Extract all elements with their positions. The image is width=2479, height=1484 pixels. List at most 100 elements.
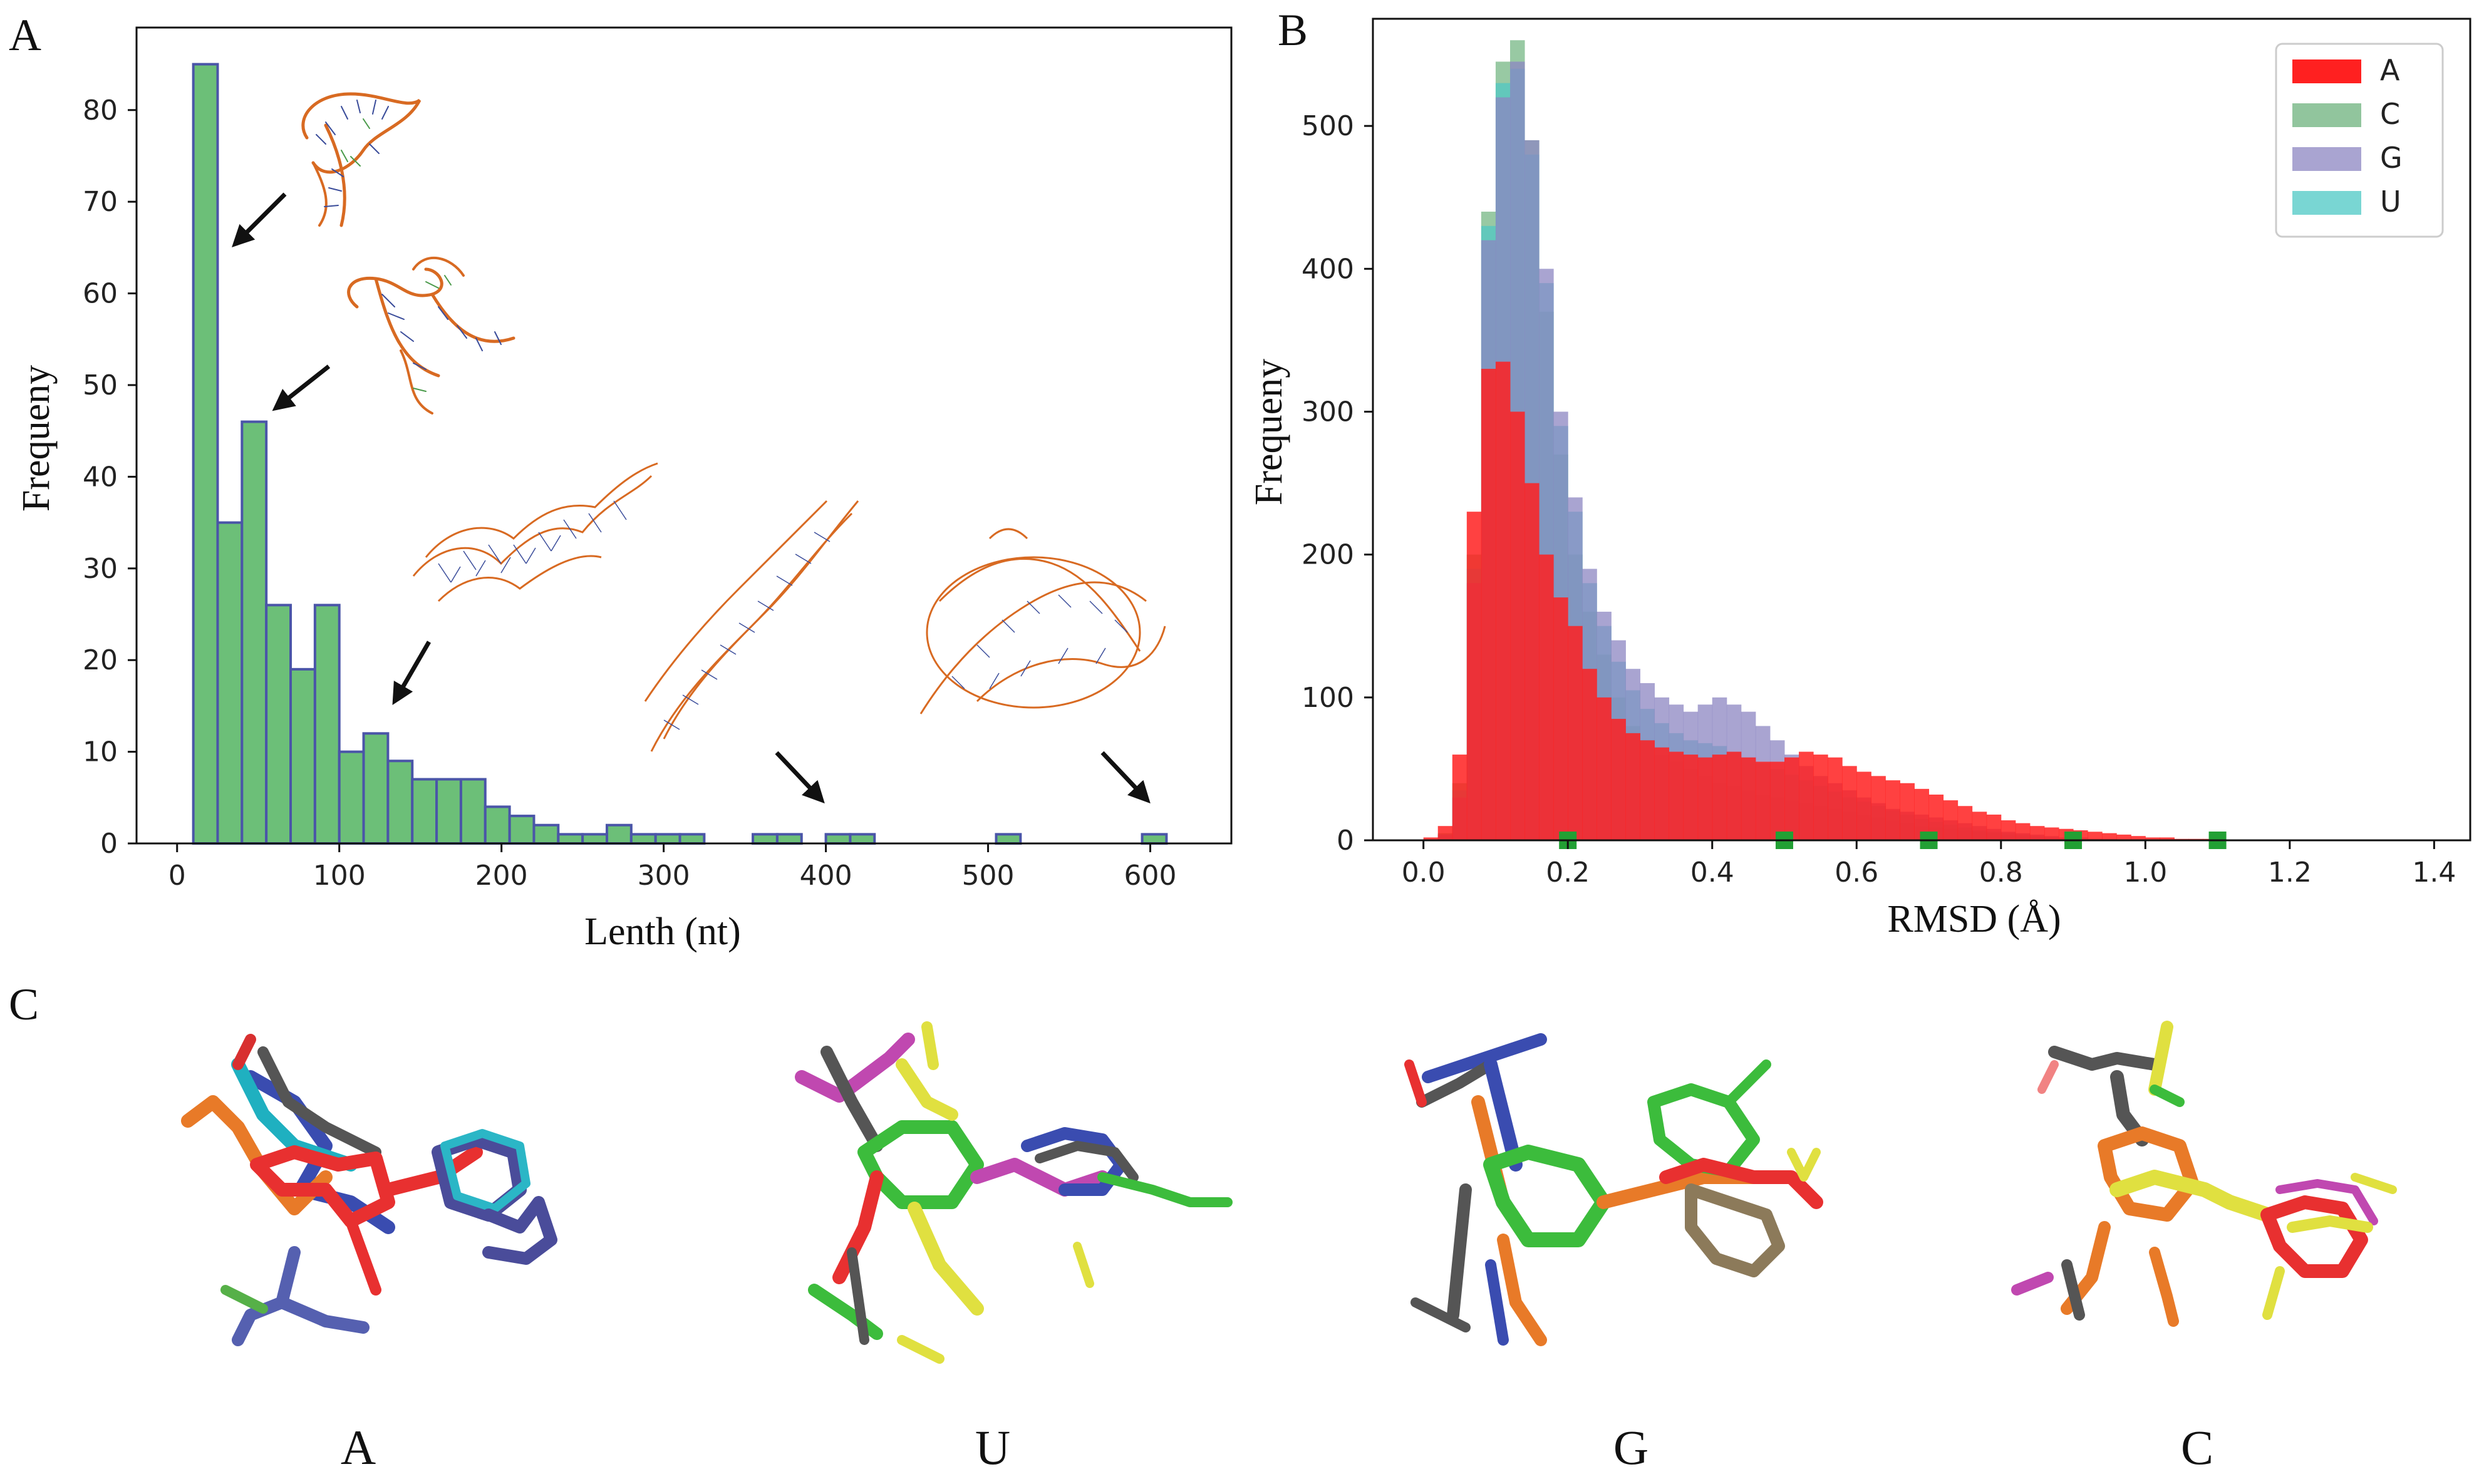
rna-structure-large-icon	[412, 462, 658, 602]
x-tick-label: 1.4	[2412, 857, 2456, 889]
histogram-bar-a	[2160, 837, 2175, 840]
arrow-icon	[392, 641, 432, 706]
histogram-bar-a	[2000, 820, 2016, 840]
histogram-bar	[581, 833, 608, 845]
plot-frame	[1372, 18, 2471, 842]
histogram-bar-a	[1466, 512, 1482, 840]
histogram-bar-a	[1914, 788, 1930, 840]
panel-c-label-g: G	[1613, 1420, 1648, 1475]
histogram-bar-a	[1726, 751, 1742, 840]
histogram-bar-a	[2044, 827, 2059, 840]
x-tick-label: 600	[1124, 860, 1177, 892]
legend-box	[2275, 43, 2444, 238]
histogram-bar	[654, 833, 681, 845]
x-tick-label: 100	[313, 860, 366, 892]
histogram-bar	[338, 750, 365, 845]
histogram-bar-a	[1597, 697, 1612, 840]
histogram-bar-a	[1654, 747, 1670, 840]
histogram-bar-a	[2145, 837, 2160, 840]
histogram-bar-a	[1769, 761, 1785, 840]
rna-structure-medium-icon	[347, 257, 515, 415]
nucleotide-u-structure-icon	[795, 1021, 1233, 1364]
y-tick-label: 50	[83, 369, 118, 401]
panel-c-label-a: A	[341, 1420, 376, 1475]
histogram-bar-a	[2131, 836, 2146, 840]
arrow-icon	[272, 364, 331, 411]
y-tick-label: 80	[83, 95, 118, 126]
histogram-bar-a	[1885, 780, 1900, 840]
legend-swatch-c	[2292, 103, 2361, 127]
histogram-bar-a	[1799, 751, 1814, 840]
histogram-bar	[849, 833, 876, 845]
histogram-bar-a	[1640, 740, 1655, 840]
panel-label-a: A	[9, 10, 41, 60]
panel-a-xlabel: Lenth (nt)	[584, 910, 741, 953]
histogram-bar-a	[1539, 554, 1554, 840]
panel-b-chart: 0.0 0.2 0.4 0.6 0.8 1.0 1.2 1.4 0 100 200 300 400 500…	[1248, 18, 2471, 940]
histogram-bar-a	[1986, 814, 2002, 840]
histogram-bar-a	[1928, 794, 1944, 840]
histogram-bar-a	[1611, 719, 1626, 840]
panel-c-label-u: U	[975, 1420, 1010, 1475]
legend-swatch-a	[2292, 59, 2361, 83]
histogram-bar	[241, 420, 268, 845]
histogram-bar	[386, 760, 414, 845]
legend-label-c: C	[2380, 97, 2400, 131]
legend-label-a: A	[2380, 53, 2400, 87]
nucleotide-g-structure-icon	[1404, 1033, 1823, 1346]
x-tick-label: 0	[168, 860, 186, 892]
panel-b-legend: A C G U	[2275, 43, 2444, 238]
y-tick-label: 70	[83, 186, 118, 218]
histogram-bar-a	[1871, 776, 1886, 840]
legend-swatch-g	[2292, 147, 2361, 171]
x-tick-label: 500	[962, 860, 1015, 892]
histogram-bar	[192, 63, 219, 845]
histogram-bar-a	[1755, 761, 1771, 840]
histogram-bar-a	[1452, 755, 1467, 840]
histogram-bar	[629, 833, 657, 845]
histogram-bar	[216, 521, 244, 845]
histogram-bar-a	[1712, 755, 1727, 840]
x-tick-label: 200	[475, 860, 528, 892]
histogram-bar-a	[1828, 757, 1843, 840]
x-tick-label: 300	[638, 860, 690, 892]
y-tick-label: 200	[1302, 539, 1354, 571]
y-tick-label: 20	[83, 644, 118, 676]
histogram-bar-a	[1784, 757, 1799, 840]
x-tick-label: 400	[800, 860, 852, 892]
histogram-bar-a	[1568, 626, 1583, 840]
legend-label-g: G	[2380, 141, 2403, 175]
y-tick-label: 40	[83, 461, 118, 493]
histogram-bar-a	[1972, 812, 1987, 840]
rna-structure-xlarge-icon	[644, 500, 859, 752]
panel-a-arrows	[232, 192, 1151, 804]
panel-a-axes: 0 100 200 300 400 500 600 0 10 20 30 40 50 60 70 80	[83, 26, 1233, 892]
plot-frame	[135, 26, 1233, 845]
histogram-bar-a	[1423, 837, 1439, 840]
series-a	[1423, 361, 2218, 840]
y-tick-label: 400	[1302, 253, 1354, 285]
panel-c-label-c: C	[2181, 1420, 2213, 1475]
y-tick-label: 10	[83, 736, 118, 768]
histogram-bar	[557, 833, 584, 845]
histogram-bar	[459, 778, 487, 845]
histogram-bar	[752, 833, 779, 845]
rna-structure-small-icon	[301, 92, 422, 227]
panel-b-series	[1423, 40, 2218, 841]
histogram-bar-a	[1582, 669, 1597, 840]
x-tick-label: 0.6	[1835, 857, 1878, 889]
histogram-bar	[824, 833, 852, 845]
histogram-bar	[1141, 833, 1168, 845]
histogram-bar	[362, 732, 390, 845]
histogram-bar	[508, 815, 536, 845]
histogram-bar-a	[2116, 834, 2131, 840]
histogram-bar-a	[1813, 755, 1828, 840]
histogram-bar	[775, 833, 803, 845]
panel-label-c: C	[9, 979, 39, 1029]
x-tick-label: 0.8	[1979, 857, 2023, 889]
y-tick-label: 60	[83, 278, 118, 310]
panel-b-xlabel: RMSD (Å)	[1887, 898, 2061, 940]
panel-b-axes: 0.0 0.2 0.4 0.6 0.8 1.0 1.2 1.4 0 100 200 300 400 500	[1302, 18, 2471, 889]
histogram-bar-a	[1481, 369, 1496, 840]
histogram-bar-a	[2029, 826, 2045, 840]
